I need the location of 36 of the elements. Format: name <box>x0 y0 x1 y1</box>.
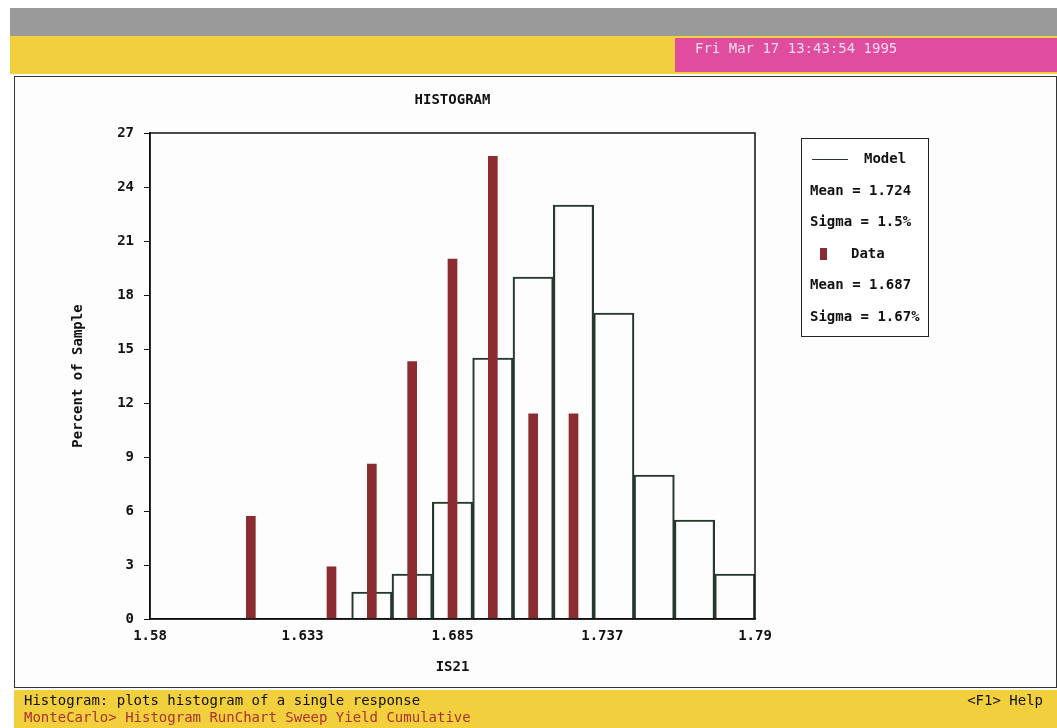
x-tick-label: 1.685 <box>431 627 474 644</box>
y-axis-title: Percent of Sample <box>69 304 86 448</box>
bar <box>568 413 579 619</box>
text: MonteCarlo> Histogram RunChart Sweep Yield Cumulative <box>24 709 471 725</box>
y-tick-label: 9 <box>125 447 134 464</box>
x-axis-title: IS21 <box>435 658 470 675</box>
y-tick-label: 27 <box>117 123 134 140</box>
bar <box>367 463 377 619</box>
x-tick-label: 1.58 <box>133 627 167 644</box>
x-tick-label: 1.79 <box>738 627 772 644</box>
bar <box>488 156 498 619</box>
chart-title: HISTOGRAM <box>414 91 491 107</box>
y-tick-label: 3 <box>125 555 134 572</box>
x-tick-label: 1.633 <box>281 627 324 644</box>
text: <F1> Help <box>967 692 1043 708</box>
legend-label: Model <box>863 149 908 168</box>
bar <box>326 566 337 619</box>
bar <box>447 258 458 619</box>
y-tick-label: 24 <box>117 177 134 194</box>
text: Mean = 1.724 <box>810 180 913 200</box>
y-tick-label: 0 <box>125 609 134 626</box>
y-tick-label: 12 <box>117 393 134 410</box>
bar <box>528 413 538 619</box>
bar <box>407 361 417 619</box>
y-tick-label: 18 <box>117 285 134 302</box>
bar <box>246 516 256 619</box>
text: Sigma = 1.67% <box>810 306 920 326</box>
y-tick-label: 21 <box>117 231 134 248</box>
text: Sigma = 1.5% <box>810 212 913 231</box>
y-tick-label: 6 <box>125 501 134 518</box>
legend-label: Data <box>850 243 886 263</box>
text: Histogram: plots histogram of a single response <box>24 692 421 708</box>
text: Mean = 1.687 <box>810 275 913 294</box>
y-tick-label: 15 <box>117 339 134 356</box>
x-tick-label: 1.737 <box>581 627 624 644</box>
text: Fri Mar 17 13:43:54 1995 <box>675 38 1057 72</box>
